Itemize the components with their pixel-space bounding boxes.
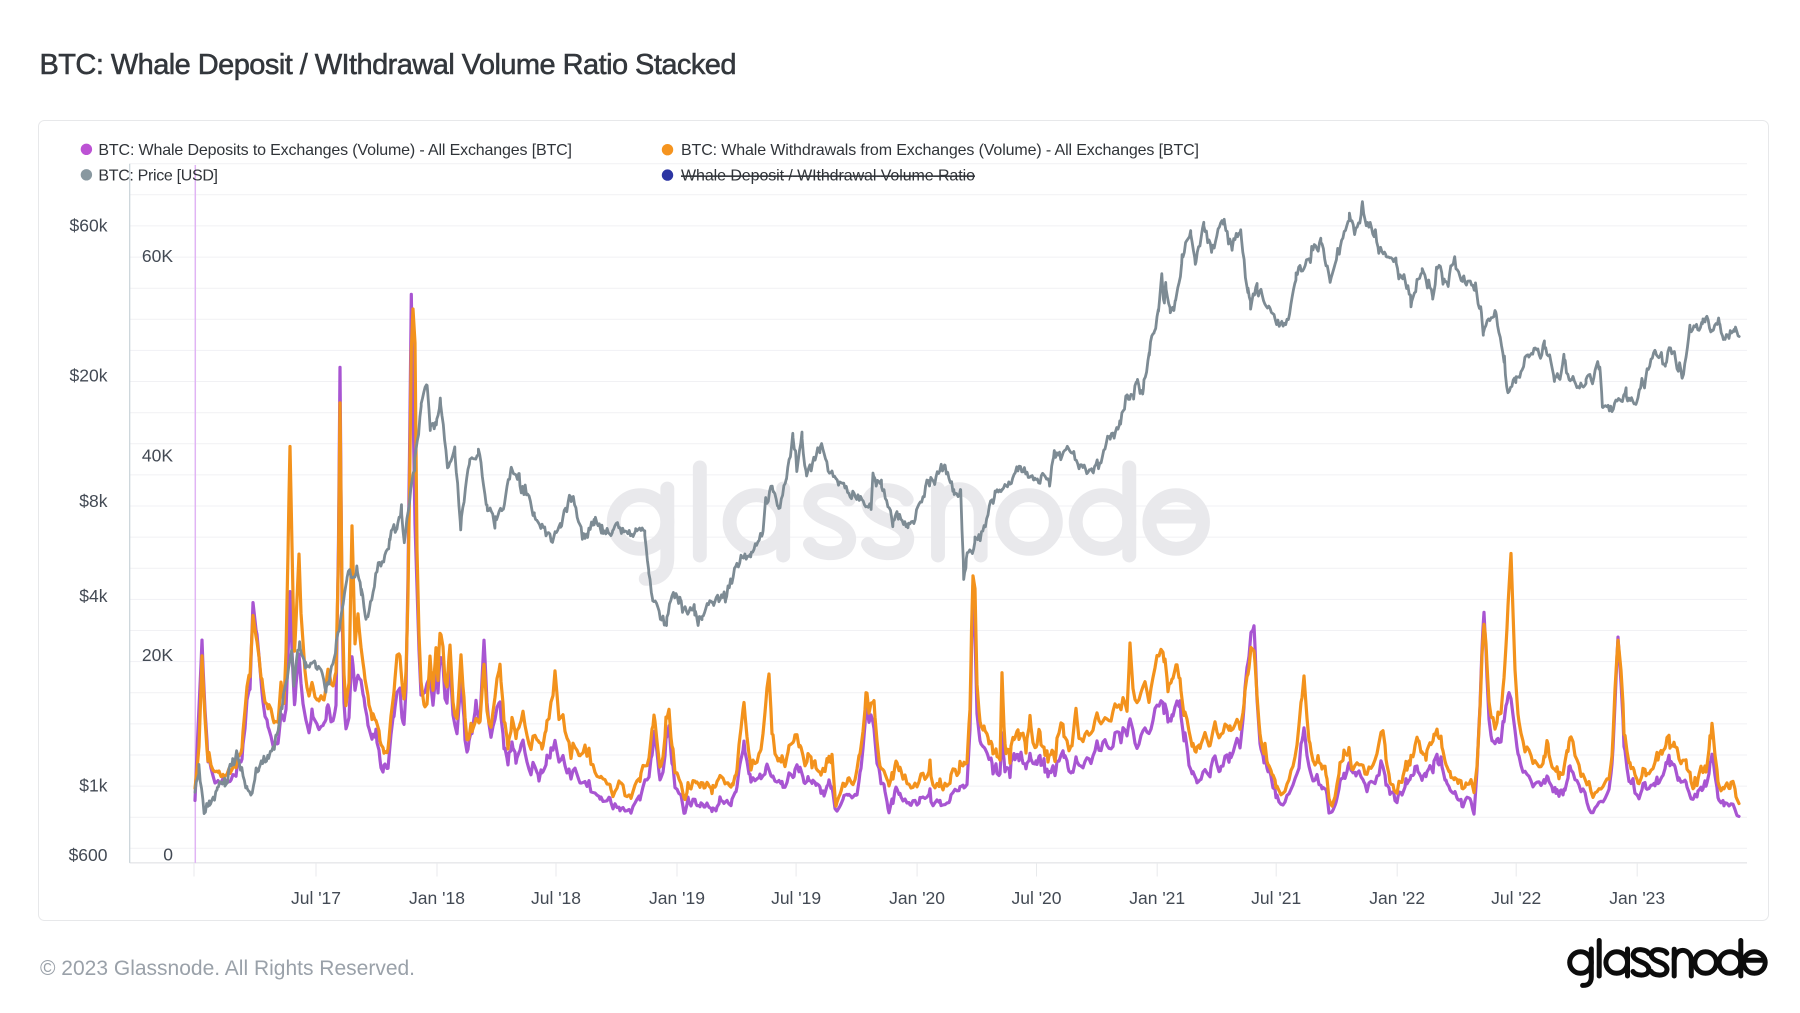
svg-text:60K: 60K (142, 246, 173, 266)
svg-text:20K: 20K (142, 645, 173, 665)
svg-text:© 2023 Glassnode. All Rights R: © 2023 Glassnode. All Rights Reserved. (40, 957, 415, 980)
svg-text:$1k: $1k (79, 775, 107, 795)
svg-text:Jan '20: Jan '20 (889, 888, 945, 908)
svg-text:Jul '22: Jul '22 (1491, 888, 1541, 908)
svg-text:Whale Deposit / WIthdrawal Vol: Whale Deposit / WIthdrawal Volume Ratio (681, 168, 975, 185)
svg-text:Jan '21: Jan '21 (1129, 888, 1185, 908)
svg-text:$20k: $20k (70, 366, 108, 386)
svg-text:40K: 40K (142, 445, 173, 465)
svg-text:Jul '17: Jul '17 (291, 888, 341, 908)
svg-text:$600: $600 (69, 845, 108, 865)
svg-text:Jul '20: Jul '20 (1011, 888, 1061, 908)
svg-text:$8k: $8k (79, 491, 107, 511)
svg-text:Jan '19: Jan '19 (649, 888, 705, 908)
svg-text:Jul '19: Jul '19 (771, 888, 821, 908)
svg-text:$4k: $4k (79, 586, 107, 606)
svg-text:Jul '18: Jul '18 (531, 888, 581, 908)
svg-text:0: 0 (163, 844, 173, 864)
svg-text:Jan '22: Jan '22 (1369, 888, 1425, 908)
svg-text:Jul '21: Jul '21 (1251, 888, 1301, 908)
svg-text:Jan '18: Jan '18 (409, 888, 465, 908)
svg-text:BTC: Whale Withdrawals from Ex: BTC: Whale Withdrawals from Exchanges (V… (681, 142, 1199, 159)
svg-text:BTC: Whale Deposit / WIthdrawa: BTC: Whale Deposit / WIthdrawal Volume R… (40, 49, 737, 81)
svg-text:BTC: Whale Deposits to Exchang: BTC: Whale Deposits to Exchanges (Volume… (98, 142, 572, 159)
svg-text:BTC: Price [USD]: BTC: Price [USD] (98, 168, 218, 185)
svg-text:Jan '23: Jan '23 (1609, 888, 1665, 908)
svg-text:$60k: $60k (70, 216, 108, 236)
